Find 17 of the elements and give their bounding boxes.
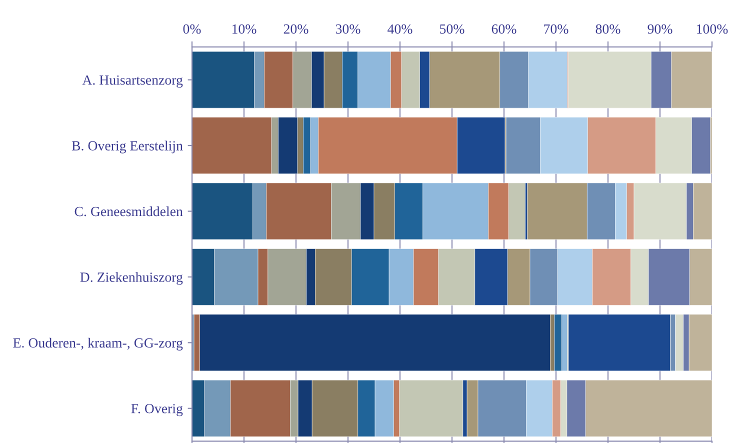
x-tick-label: 20%: [284, 24, 308, 34]
x-tick-label: 70%: [544, 24, 568, 34]
y-tick-label: D. Ziekenhuiszorg: [80, 272, 183, 285]
y-tick-label: E. Ouderen-, kraam-, GG-zorg: [13, 338, 183, 350]
x-tick-label: 50%: [440, 24, 464, 34]
x-tick-label: 100%: [697, 24, 728, 34]
x-tick-label: 0%: [183, 24, 201, 34]
x-tick-label: 60%: [492, 24, 516, 34]
x-tick-label: 40%: [388, 24, 412, 34]
y-tick-label: F. Overig: [131, 404, 183, 416]
y-tick-label: B. Overig Eerstelijn: [72, 140, 183, 154]
y-tick-label: C. Geneesmiddelen: [74, 206, 183, 216]
x-tick-label: 10%: [232, 24, 256, 34]
x-tick-label: 90%: [648, 24, 672, 34]
y-tick-label: A. Huisartsenzorg: [82, 75, 183, 88]
x-tick-label: 80%: [596, 24, 620, 34]
x-tick-label: 30%: [336, 24, 360, 34]
